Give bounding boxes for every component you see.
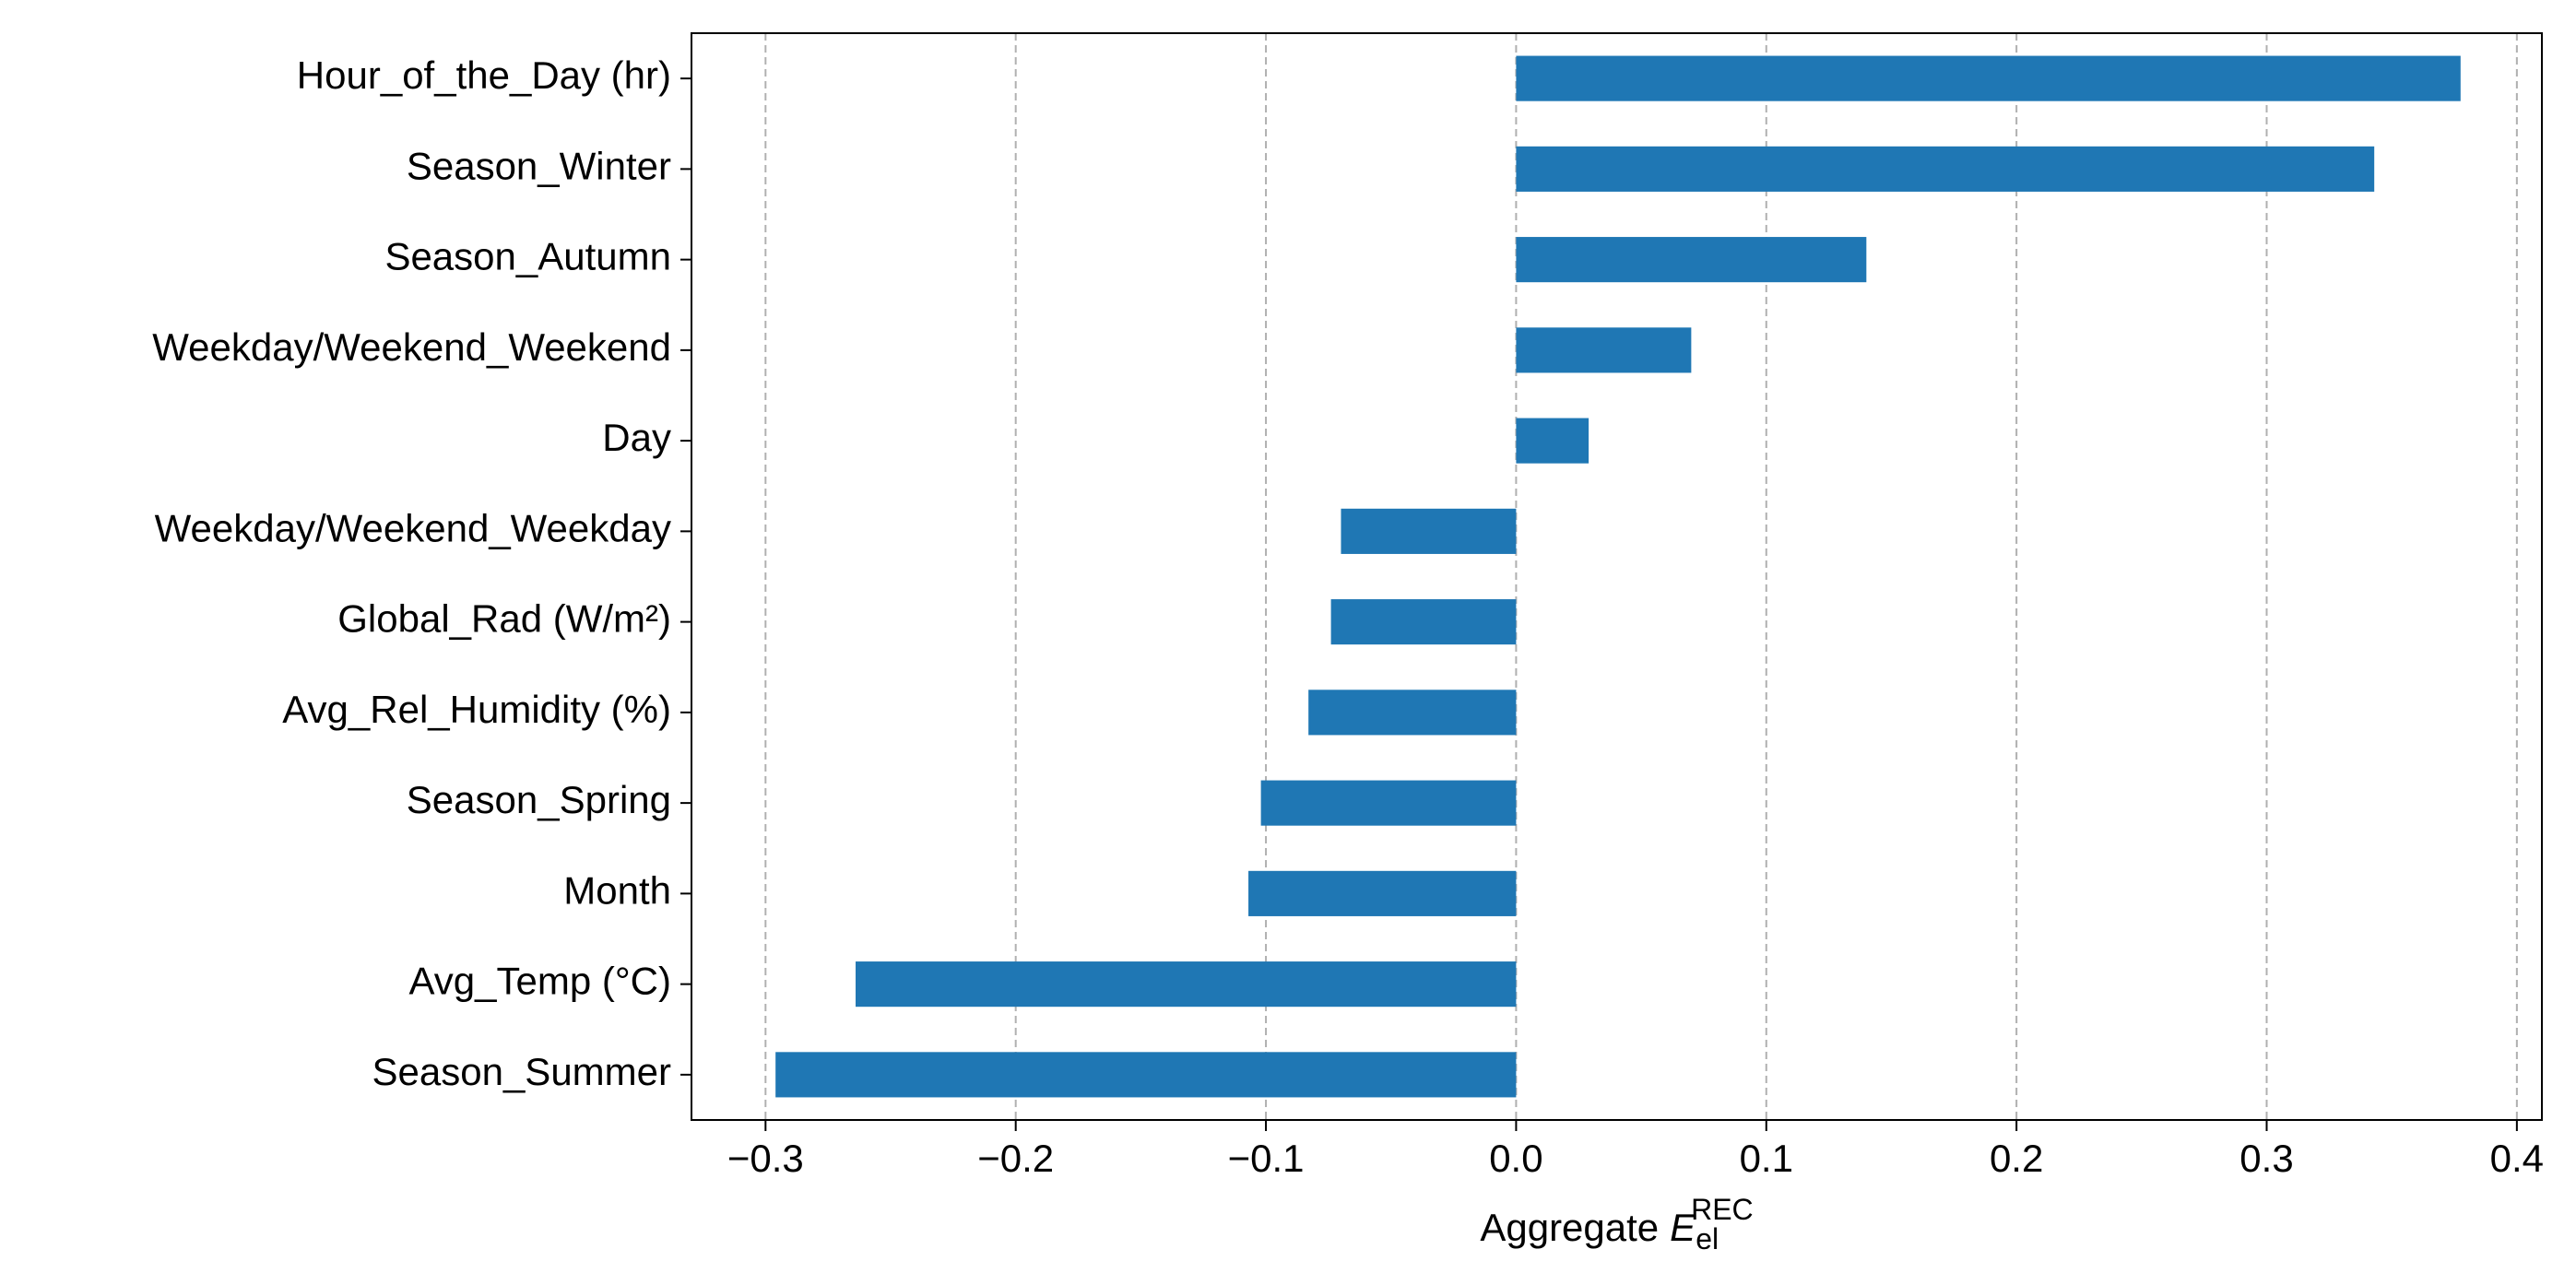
- x-tick-label: 0.1: [1740, 1137, 1793, 1180]
- x-tick-label: 0.0: [1489, 1137, 1542, 1180]
- y-tick-label: Season_Spring: [407, 778, 671, 821]
- x-tick-label: 0.4: [2490, 1137, 2544, 1180]
- y-tick-label: Season_Winter: [407, 144, 671, 187]
- bar: [1516, 237, 1867, 283]
- bar: [1516, 55, 2461, 101]
- bar: [1308, 690, 1517, 736]
- y-tick-label: Avg_Temp (°C): [409, 960, 671, 1003]
- y-tick-label: Weekday/Weekend_Weekday: [155, 506, 671, 549]
- x-label-text: Aggregate: [1480, 1206, 1659, 1249]
- x-tick-label: −0.3: [727, 1137, 804, 1180]
- x-label-superscript: REC: [1691, 1193, 1754, 1226]
- y-tick-label: Season_Autumn: [384, 235, 671, 278]
- x-tick-label: −0.2: [977, 1137, 1054, 1180]
- x-label-subscript: el: [1696, 1222, 1719, 1255]
- bar: [1260, 780, 1517, 826]
- bar: [1516, 327, 1692, 373]
- x-tick-label: −0.1: [1228, 1137, 1305, 1180]
- plot-frame: [691, 32, 2543, 1121]
- x-tick-label: 0.2: [1990, 1137, 2043, 1180]
- y-tick-label: Day: [602, 416, 671, 459]
- y-tick-label: Global_Rad (W/m²): [337, 597, 671, 641]
- y-tick-label: Season_Summer: [372, 1050, 672, 1093]
- y-tick-label: Avg_Rel_Humidity (%): [282, 688, 671, 731]
- x-axis-label: Aggregate EelREC: [1480, 1193, 1753, 1255]
- y-tick-label: Weekday/Weekend_Weekend: [152, 325, 671, 369]
- y-tick-label: Month: [563, 868, 671, 912]
- bar: [1341, 508, 1517, 554]
- bar: [775, 1052, 1517, 1098]
- bar: [1516, 418, 1589, 464]
- y-tick-label: Hour_of_the_Day (hr): [297, 53, 671, 97]
- bar: [1516, 146, 2375, 192]
- bar: [1330, 599, 1517, 645]
- bar: [1248, 870, 1517, 916]
- bar: [856, 961, 1517, 1008]
- x-tick-label: 0.3: [2239, 1137, 2293, 1180]
- x-label-symbol: E: [1670, 1206, 1696, 1249]
